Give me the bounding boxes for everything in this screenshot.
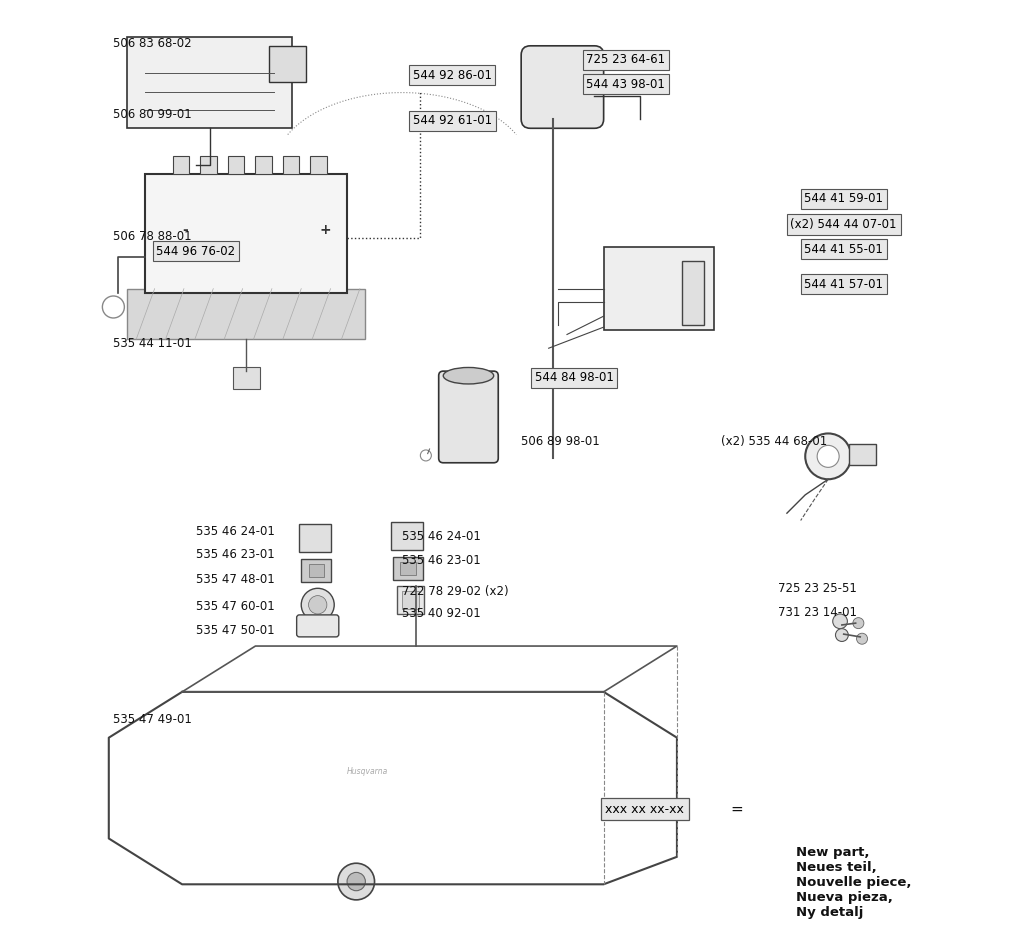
Circle shape	[856, 633, 867, 644]
FancyBboxPatch shape	[232, 366, 260, 389]
Circle shape	[836, 629, 848, 642]
FancyBboxPatch shape	[301, 559, 332, 582]
FancyBboxPatch shape	[400, 561, 416, 575]
Text: -: -	[182, 222, 187, 236]
FancyBboxPatch shape	[308, 563, 325, 577]
Bar	[255, 156, 272, 174]
Bar	[201, 156, 217, 174]
Text: 535 46 24-01: 535 46 24-01	[196, 525, 274, 538]
Bar	[310, 156, 327, 174]
Text: 535 47 48-01: 535 47 48-01	[196, 573, 274, 586]
FancyBboxPatch shape	[127, 36, 292, 128]
FancyBboxPatch shape	[297, 615, 339, 637]
Bar	[283, 156, 299, 174]
Text: 725 23 25-51: 725 23 25-51	[778, 582, 857, 595]
Text: xxx xx xx-xx: xxx xx xx-xx	[605, 802, 684, 815]
Text: +: +	[319, 222, 331, 236]
Circle shape	[805, 433, 851, 479]
Text: 535 44 11-01: 535 44 11-01	[114, 337, 193, 350]
FancyBboxPatch shape	[299, 524, 332, 552]
Text: 535 46 24-01: 535 46 24-01	[402, 530, 481, 543]
Bar	[173, 156, 189, 174]
Text: 535 47 49-01: 535 47 49-01	[114, 713, 193, 726]
Text: 506 78 88-01: 506 78 88-01	[114, 230, 193, 243]
Text: 535 47 60-01: 535 47 60-01	[196, 601, 274, 613]
Text: 506 89 98-01: 506 89 98-01	[521, 435, 600, 448]
Text: 544 41 59-01: 544 41 59-01	[804, 192, 884, 205]
Text: Husqvarna: Husqvarna	[347, 768, 388, 776]
Circle shape	[817, 446, 839, 467]
Circle shape	[853, 617, 864, 629]
FancyBboxPatch shape	[391, 522, 423, 550]
FancyBboxPatch shape	[521, 46, 603, 128]
Text: New part,
Neues teil,
Nouvelle piece,
Nueva pieza,
Ny detalj: New part, Neues teil, Nouvelle piece, Nu…	[796, 846, 911, 919]
Text: 722 78 29-02 (x2): 722 78 29-02 (x2)	[402, 585, 509, 598]
Text: 731 23 14-01: 731 23 14-01	[778, 605, 857, 618]
Circle shape	[347, 872, 366, 891]
Text: 506 80 99-01: 506 80 99-01	[114, 108, 193, 121]
Ellipse shape	[443, 367, 494, 384]
FancyBboxPatch shape	[682, 262, 705, 325]
Text: 725 23 64-61: 725 23 64-61	[586, 53, 666, 66]
Text: 535 46 23-01: 535 46 23-01	[196, 548, 274, 561]
Text: 544 96 76-02: 544 96 76-02	[157, 245, 236, 258]
Text: 535 40 92-01: 535 40 92-01	[402, 607, 481, 620]
Text: (x2) 544 44 07-01: (x2) 544 44 07-01	[791, 218, 897, 231]
Circle shape	[833, 614, 848, 629]
Text: 544 41 57-01: 544 41 57-01	[804, 277, 884, 290]
FancyBboxPatch shape	[438, 371, 499, 462]
FancyBboxPatch shape	[396, 587, 424, 614]
FancyBboxPatch shape	[603, 248, 714, 330]
Text: =: =	[730, 801, 742, 816]
Circle shape	[308, 596, 327, 614]
Text: 544 92 86-01: 544 92 86-01	[413, 68, 492, 81]
FancyBboxPatch shape	[127, 289, 366, 339]
Circle shape	[338, 863, 375, 899]
Text: 535 46 23-01: 535 46 23-01	[402, 554, 481, 567]
FancyBboxPatch shape	[269, 46, 306, 82]
Text: 544 43 98-01: 544 43 98-01	[586, 78, 665, 91]
Bar	[228, 156, 245, 174]
Text: 544 41 55-01: 544 41 55-01	[804, 243, 883, 256]
FancyBboxPatch shape	[402, 591, 419, 609]
Text: 544 84 98-01: 544 84 98-01	[535, 371, 613, 384]
Text: 544 92 61-01: 544 92 61-01	[413, 115, 492, 127]
Circle shape	[301, 588, 334, 621]
FancyBboxPatch shape	[393, 558, 423, 580]
FancyBboxPatch shape	[849, 445, 876, 464]
FancyBboxPatch shape	[145, 174, 347, 293]
Text: 506 83 68-02: 506 83 68-02	[114, 37, 193, 50]
Text: 535 47 50-01: 535 47 50-01	[196, 624, 274, 637]
Text: (x2) 535 44 68-01: (x2) 535 44 68-01	[721, 435, 827, 448]
